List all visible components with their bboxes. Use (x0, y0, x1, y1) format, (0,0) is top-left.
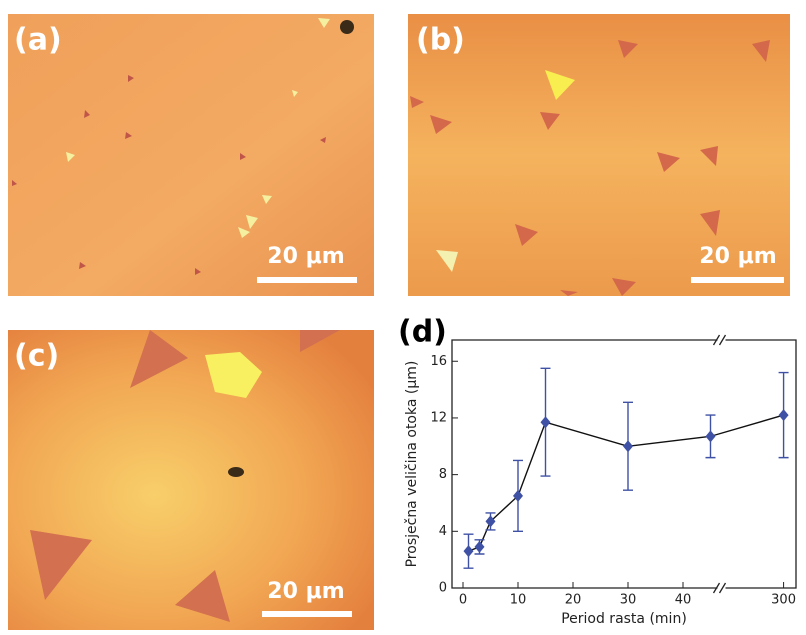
y-tick-label: 4 (439, 524, 447, 539)
x-tick-label: 300 (771, 593, 796, 608)
data-point (778, 409, 789, 422)
bilayer-flake (545, 70, 575, 100)
scale-bar-label: 20 μm (267, 244, 344, 269)
axis-frame (451, 339, 797, 589)
y-tick-label: 0 (439, 581, 447, 596)
flakes (12, 75, 326, 275)
scale-bar (691, 277, 784, 283)
bilayer-flakes (66, 18, 330, 238)
axis-break (712, 334, 727, 346)
panel-label: (a) (14, 23, 62, 58)
x-tick-label: 0 (459, 593, 467, 608)
micrograph (408, 14, 790, 296)
data-point (513, 489, 523, 502)
data-point (485, 515, 496, 528)
scale-bar (262, 611, 352, 617)
flakes (30, 330, 340, 622)
particle (228, 467, 244, 477)
x-tick-label: 40 (675, 593, 692, 608)
y-axis-label: Prosječna veličina otoka (μm) (404, 361, 420, 568)
data-point (705, 430, 716, 443)
micrograph (8, 330, 374, 630)
panel-b: (b) 20 μm (408, 14, 790, 296)
data-line (468, 414, 784, 552)
scale-bar (257, 277, 357, 283)
data-point (474, 540, 485, 553)
x-tick-label: 10 (510, 593, 527, 608)
flakes (410, 40, 770, 296)
panel-label: (c) (14, 339, 59, 374)
panel-label: (b) (416, 23, 465, 58)
bilayer-flake (205, 352, 262, 398)
x-tick-label: 20 (565, 593, 582, 608)
x-axis-label: Period rasta (min) (561, 611, 687, 627)
y-tick-label: 12 (430, 410, 447, 425)
particle (340, 20, 354, 34)
panel-a: (a) 20 μm (8, 14, 374, 296)
panel-label: (d) (398, 315, 447, 350)
chart: (d) 0 4 8 12 16 0 10 20 30 40 300 Period rasta (min… (398, 315, 797, 627)
data-point (463, 545, 474, 558)
scale-bar-label: 20 μm (699, 244, 776, 269)
data-point (540, 416, 551, 429)
y-tick-label: 16 (430, 354, 447, 369)
data-point (623, 440, 633, 453)
scale-bar-label: 20 μm (267, 579, 344, 604)
x-tick-label: 30 (620, 593, 637, 608)
y-tick-label: 8 (439, 467, 447, 482)
bilayer-flake (436, 250, 458, 272)
axis-break (712, 582, 727, 594)
panel-c: (c) 20 μm (8, 330, 374, 630)
